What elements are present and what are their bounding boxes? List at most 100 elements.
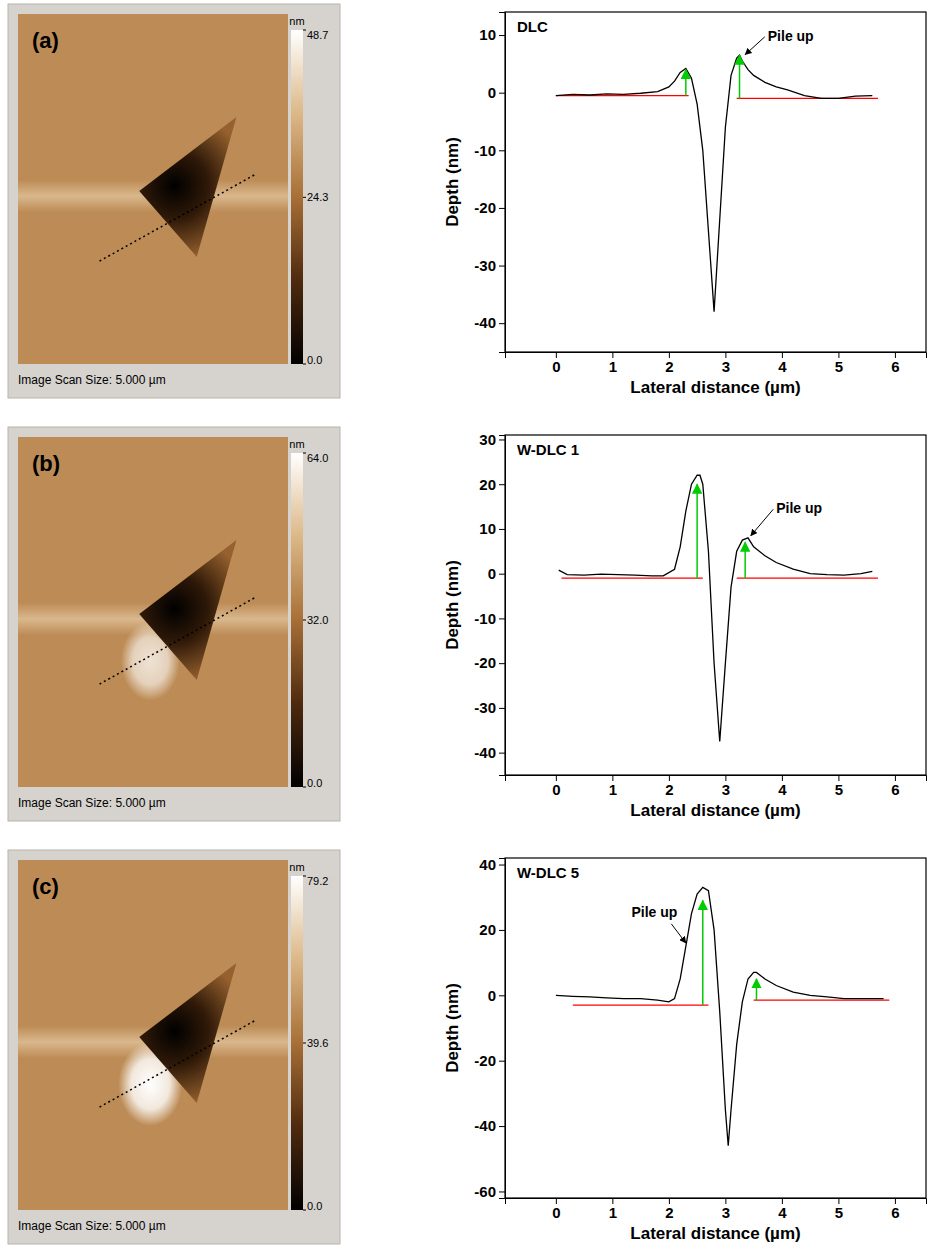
baseline <box>573 1004 709 1005</box>
afm-image <box>18 860 288 1210</box>
y-axis-line <box>499 859 506 1199</box>
x-axis-title: Lateral distance (µm) <box>630 1224 800 1243</box>
x-tick-label: 0 <box>552 358 560 375</box>
x-tick: 0 <box>552 775 560 798</box>
plot-frame <box>505 435 926 775</box>
figure: (a)nm48.724.30.0Image Scan Size: 5.000 µ… <box>0 0 933 1260</box>
y-tick-label: -30 <box>474 699 496 716</box>
line-panel: 0123456100-10-20-30-40DLCPile upLateral … <box>443 12 927 397</box>
colorbar-tick-label: 79.2 <box>307 875 328 887</box>
y-tick: -30 <box>474 257 505 274</box>
colorbar <box>291 453 303 787</box>
pile-up-arrow <box>744 542 746 578</box>
y-tick-label: -10 <box>474 610 496 627</box>
y-tick: -60 <box>474 1183 505 1200</box>
panel-label: (b) <box>32 451 60 476</box>
x-tick-label: 2 <box>665 781 673 798</box>
y-tick-mark <box>499 708 505 709</box>
x-axis-title: Lateral distance (µm) <box>630 378 800 397</box>
y-tick-label: 0 <box>488 987 496 1004</box>
x-tick: 0 <box>552 1198 560 1221</box>
x-tick-label: 1 <box>609 781 617 798</box>
x-tick: 5 <box>835 775 843 798</box>
x-tick-label: 0 <box>552 1204 560 1221</box>
x-tick-label: 5 <box>835 1204 843 1221</box>
y-tick: -10 <box>474 142 505 159</box>
baseline <box>562 578 703 579</box>
afm-surface <box>18 14 288 364</box>
x-tick-label: 2 <box>665 1204 673 1221</box>
y-tick-mark <box>499 1191 505 1192</box>
y-tick-label: -40 <box>474 1117 496 1134</box>
x-tick: 5 <box>835 1198 843 1221</box>
y-tick-label: -20 <box>474 1052 496 1069</box>
x-tick-label: 5 <box>835 781 843 798</box>
y-tick-mark <box>499 995 505 996</box>
pile-up-arrow <box>696 484 698 578</box>
x-tick: 1 <box>609 352 617 375</box>
line-panel: 012345640200-20-40-60W-DLC 5Pile upLater… <box>443 856 927 1243</box>
x-tick: 4 <box>778 352 787 375</box>
colorbar-title: nm <box>289 438 304 450</box>
y-tick-label: -20 <box>474 199 496 216</box>
indent <box>139 540 236 680</box>
panel-label: (c) <box>32 874 59 899</box>
colorbar-tick-label: 39.6 <box>307 1037 328 1049</box>
plot-frame <box>505 858 926 1198</box>
colorbar-tick-label: 0.0 <box>307 777 322 789</box>
x-tick: 3 <box>722 775 730 798</box>
y-tick-mark <box>499 208 505 209</box>
y-tick-mark <box>499 1061 505 1062</box>
x-tick-label: 6 <box>891 781 899 798</box>
pile-up-arrow <box>685 70 687 96</box>
y-tick-label: -40 <box>474 314 496 331</box>
y-tick-label: 30 <box>479 431 496 448</box>
x-tick-label: 1 <box>609 358 617 375</box>
x-axis-line <box>506 1199 927 1205</box>
colorbar <box>291 876 303 1210</box>
profile-line <box>100 174 257 261</box>
x-axis-line <box>506 776 927 782</box>
colorbar-tick <box>303 197 306 198</box>
annotation-arrow <box>671 924 685 943</box>
annotation: Pile up <box>631 904 677 920</box>
x-tick: 6 <box>891 1198 899 1221</box>
colorbar-tick-label: 48.7 <box>307 29 328 41</box>
y-tick: 0 <box>488 84 505 101</box>
x-tick-label: 5 <box>835 358 843 375</box>
plot-marks <box>559 475 878 741</box>
chart-title: W-DLC 5 <box>517 864 579 881</box>
profile-line <box>100 1020 257 1107</box>
annotation: Pile up <box>776 500 822 516</box>
x-tick-label: 4 <box>778 1204 787 1221</box>
y-axis-title: Depth (nm) <box>443 983 462 1073</box>
colorbar-tick <box>303 30 306 31</box>
indent <box>139 117 236 257</box>
y-tick-mark <box>499 484 505 485</box>
y-tick: -30 <box>474 699 505 716</box>
x-tick-label: 6 <box>891 1204 899 1221</box>
y-tick-label: 20 <box>479 476 496 493</box>
x-axis: 0123456 <box>506 775 927 798</box>
colorbar-tick <box>303 876 306 877</box>
y-tick-label: 20 <box>479 921 496 938</box>
y-tick: -20 <box>474 1052 505 1069</box>
chart-title: W-DLC 1 <box>517 441 579 458</box>
x-tick: 4 <box>778 1198 787 1221</box>
y-tick-label: 40 <box>479 856 496 873</box>
x-tick-label: 3 <box>722 1204 730 1221</box>
x-tick: 6 <box>891 775 899 798</box>
x-tick: 3 <box>722 1198 730 1221</box>
pile-up-arrow <box>739 55 741 98</box>
y-tick-mark <box>499 266 505 267</box>
y-tick-label: -20 <box>474 654 496 671</box>
x-tick: 2 <box>665 775 673 798</box>
annotation-arrow <box>751 509 773 535</box>
y-tick-mark <box>499 930 505 931</box>
y-tick-mark <box>499 323 505 324</box>
y-tick-label: 10 <box>479 26 496 43</box>
x-axis: 0123456 <box>506 352 927 375</box>
y-tick-label: -10 <box>474 142 496 159</box>
x-axis: 0123456 <box>506 1198 927 1221</box>
plot-frame <box>505 12 926 352</box>
